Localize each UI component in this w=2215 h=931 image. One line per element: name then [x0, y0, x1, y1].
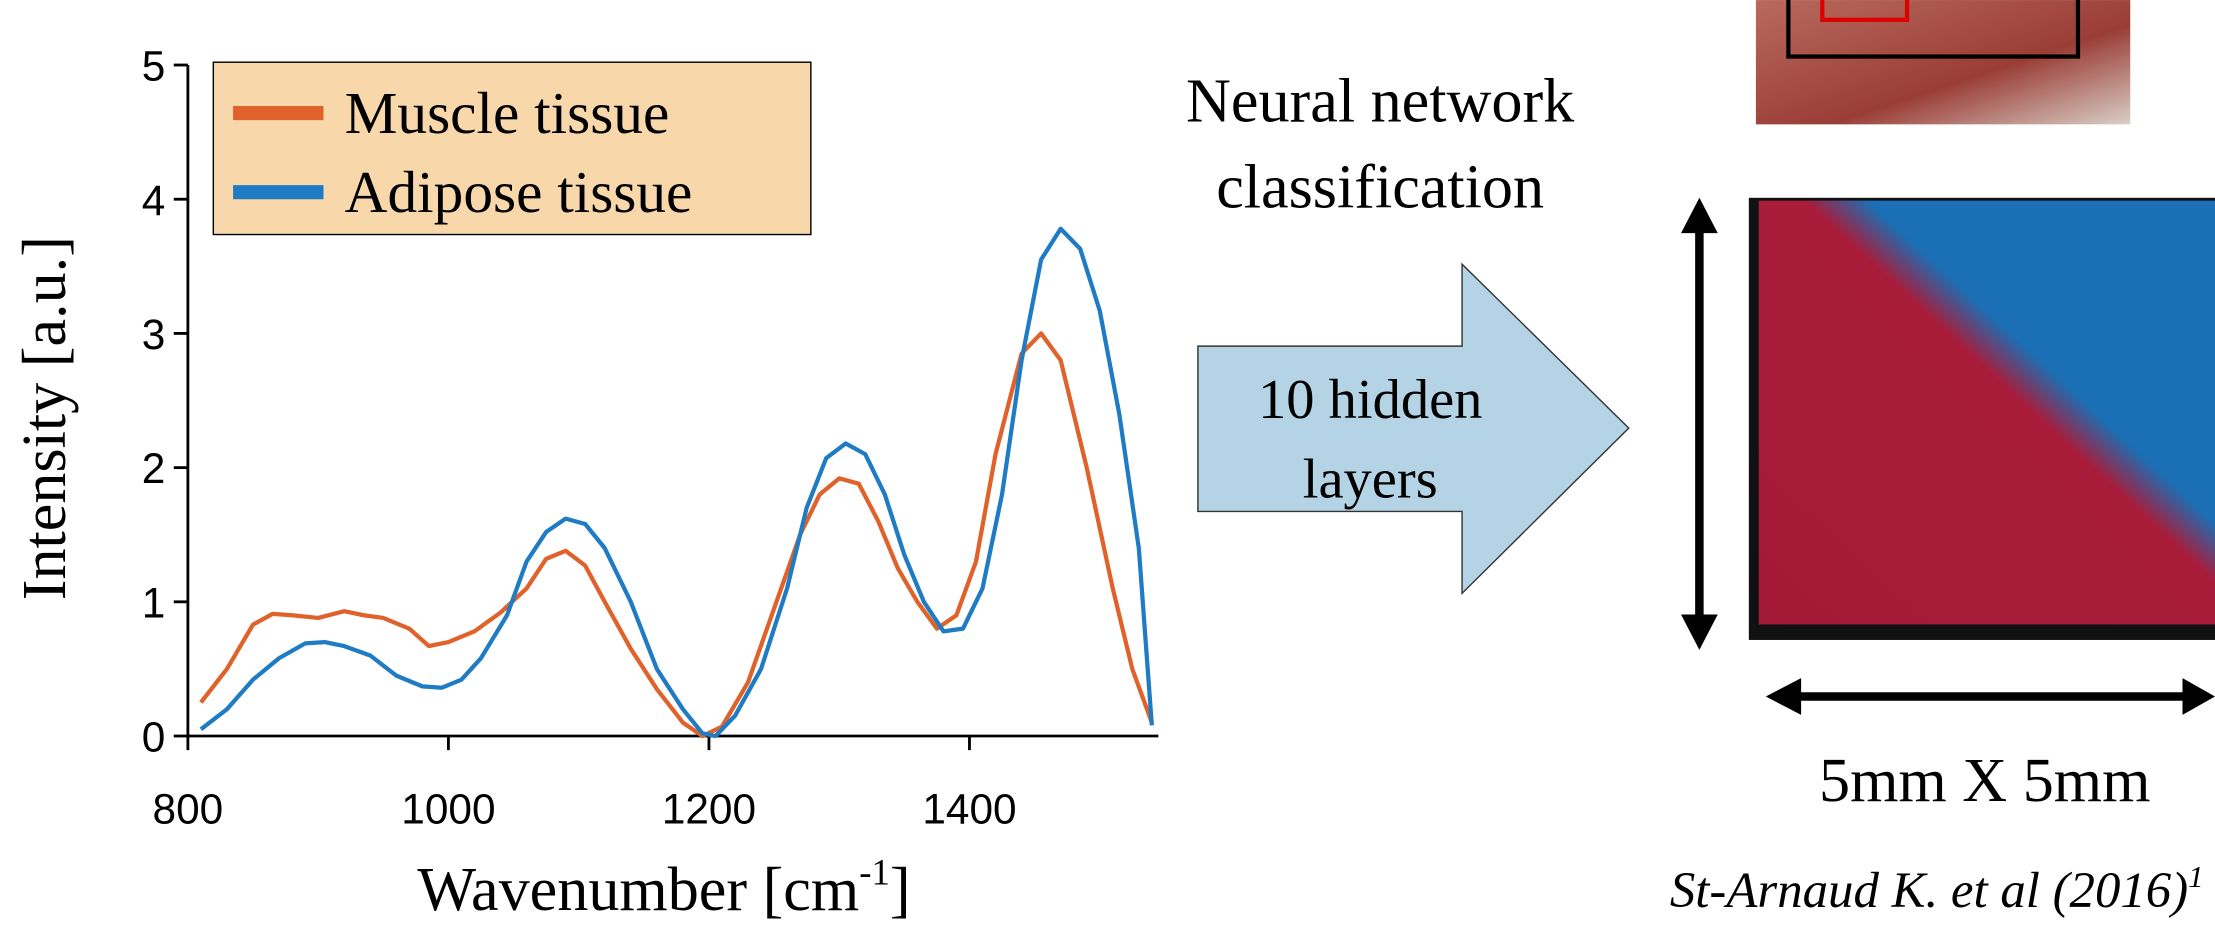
- classification-map: [1758, 200, 2215, 625]
- x-tick-label: 800: [153, 786, 224, 833]
- x-tick-label: 1200: [662, 786, 756, 833]
- series-line: [199, 226, 1154, 739]
- photo-frame: [1786, 0, 2081, 59]
- y-tick-label: 3: [142, 311, 166, 358]
- x-axis-label-text: Wavenumber [cm: [417, 856, 859, 924]
- y-tick-label: 0: [142, 714, 166, 761]
- series-line: [199, 331, 1154, 739]
- scale-label: 5mm X 5mm: [1819, 747, 2150, 815]
- arrow-label: layers: [1303, 448, 1438, 510]
- legend-box: [212, 61, 812, 236]
- horizontal-dimension: [1765, 678, 2215, 715]
- citation: St-Arnaud K. et al (2016)1: [1670, 859, 2204, 918]
- arrow-label: 10 hidden: [1258, 369, 1482, 431]
- vertical-dimension: [1681, 197, 1718, 650]
- diagram-title: classification: [1216, 154, 1544, 222]
- x-axis-label-sup: -1: [859, 851, 890, 892]
- y-tick-label: 5: [142, 43, 166, 90]
- plot: 0 1 2 3 4 5 800 1000 1200 1400 Muscle tissue Adipos…: [142, 43, 1159, 833]
- diagram-title: Neural network: [1186, 68, 1575, 136]
- tissue-photo: [1755, 0, 2131, 125]
- legend-label: Muscle tissue: [345, 80, 670, 146]
- x-axis-label: Wavenumber [cm-1]: [417, 851, 910, 923]
- y-axis-label: Intensity [a.u.]: [11, 236, 79, 600]
- citation-sup: 1: [2188, 859, 2204, 894]
- y-tick-label: 1: [142, 579, 166, 626]
- citation-text: St-Arnaud K. et al (2016): [1670, 862, 2188, 918]
- photo-roi: [1820, 0, 1910, 22]
- x-tick-label: 1000: [401, 786, 495, 833]
- y-tick-label: 4: [142, 177, 166, 224]
- network-arrow: [1197, 262, 1630, 596]
- legend-label: Adipose tissue: [345, 159, 693, 225]
- x-tick-label: 1400: [922, 786, 1016, 833]
- x-axis-label-end: ]: [890, 856, 911, 924]
- y-tick-label: 2: [142, 445, 166, 492]
